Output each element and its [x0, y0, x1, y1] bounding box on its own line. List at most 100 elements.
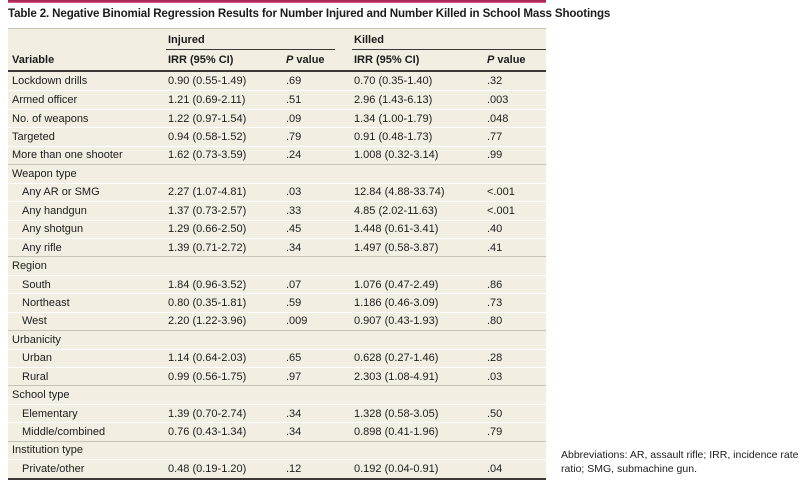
cell-pvalue-injured: .009 [286, 315, 308, 328]
cell-irr-killed: 0.907 (0.43-1.93) [354, 315, 439, 328]
cell-pvalue-killed: .03 [487, 370, 503, 383]
cell-pvalue-killed: .003 [487, 94, 509, 107]
cell-irr-injured: 1.39 (0.70-2.74) [168, 407, 247, 420]
cell-variable: Northeast [22, 296, 70, 309]
cell-variable: Middle/combined [22, 426, 106, 439]
table-row: Northeast 0.80 (0.35-1.81) .59 1.186 (0.46-… [8, 293, 546, 311]
cell-pvalue-killed: .04 [487, 462, 503, 475]
cell-variable: Institution type [12, 444, 83, 457]
cell-irr-killed: 12.84 (4.88-33.74) [354, 186, 445, 199]
cell-irr-killed: 1.448 (0.61-3.41) [354, 223, 439, 236]
cell-pvalue-injured: .33 [286, 204, 302, 217]
cell-pvalue-injured: .51 [286, 94, 302, 107]
cell-variable: Any AR or SMG [22, 186, 100, 199]
cell-irr-injured: 1.39 (0.71-2.72) [168, 241, 247, 254]
cell-irr-killed: 1.328 (0.58-3.05) [354, 407, 439, 420]
cell-pvalue-injured: .97 [286, 370, 302, 383]
cell-pvalue-injured: .45 [286, 223, 302, 236]
table-row: Armed officer 1.21 (0.69-2.11) .51 2.96 (1.… [8, 90, 546, 108]
table-row: Any AR or SMG 2.27 (1.07-4.81) .03 12.84 (4… [8, 182, 546, 201]
cell-pvalue-injured: .79 [286, 131, 302, 144]
cell-irr-killed: 1.008 (0.32-3.14) [354, 149, 439, 162]
cell-pvalue-killed: .77 [487, 131, 503, 144]
cell-pvalue-killed: .28 [487, 352, 503, 365]
cell-variable: Region [12, 260, 47, 273]
table-row: Elementary 1.39 (0.70-2.74) .34 1.328 (0.58… [8, 403, 546, 422]
cell-irr-injured: 0.80 (0.35-1.81) [168, 296, 247, 309]
cell-variable: Lockdown drills [12, 75, 88, 88]
table-row: Middle/combined 0.76 (0.43-1.34) .34 0.898 … [8, 422, 546, 440]
cell-variable: Private/other [22, 462, 85, 475]
cell-pvalue-killed: .99 [487, 149, 503, 162]
group-header-killed: Killed [352, 29, 546, 50]
cell-pvalue-injured: .34 [286, 241, 302, 254]
table-row: No. of weapons 1.22 (0.97-1.54) .09 1.34 (1… [8, 108, 546, 127]
table-group-header-row: Injured Killed [8, 29, 546, 50]
cell-irr-injured: 2.27 (1.07-4.81) [168, 186, 247, 199]
table-row: Lockdown drills 0.90 (0.55-1.49) .69 0.70 (… [8, 72, 546, 90]
cell-variable: Weapon type [12, 167, 77, 180]
cell-variable: Armed officer [12, 94, 78, 107]
cell-variable: School type [12, 389, 70, 402]
cell-pvalue-killed: .40 [487, 223, 503, 236]
cell-pvalue-injured: .07 [286, 278, 302, 291]
cell-irr-killed: 0.70 (0.35-1.40) [354, 75, 433, 88]
cell-irr-injured: 0.94 (0.58-1.52) [168, 131, 247, 144]
col-header-irr-injured: IRR (95% CI) [168, 54, 234, 66]
col-header-variable: Variable [12, 54, 55, 66]
p-italic: P [487, 54, 495, 66]
cell-variable: West [22, 315, 47, 328]
cell-irr-killed: 1.497 (0.58-3.87) [354, 241, 439, 254]
table-accent-bar [8, 0, 546, 3]
cell-pvalue-killed: .50 [487, 407, 503, 420]
cell-pvalue-injured: .12 [286, 462, 302, 475]
cell-variable: Any rifle [22, 241, 62, 254]
cell-irr-injured: 1.22 (0.97-1.54) [168, 112, 247, 125]
cell-variable: Any handgun [22, 204, 87, 217]
cell-pvalue-killed: .86 [487, 278, 503, 291]
p-rest: value [494, 54, 526, 66]
cell-variable: Rural [22, 370, 49, 383]
cell-variable: Elementary [22, 407, 78, 420]
table-row: Targeted 0.94 (0.58-1.52) .79 0.91 (0.48-1.… [8, 127, 546, 145]
cell-pvalue-injured: .09 [286, 112, 302, 125]
cell-variable: Any shotgun [22, 223, 84, 236]
cell-pvalue-killed: .41 [487, 241, 503, 254]
section-row: School type [8, 385, 546, 403]
table-row: More than one shooter 1.62 (0.73-3.59) .24… [8, 145, 546, 164]
cell-pvalue-killed: .048 [487, 112, 509, 125]
table-body: Lockdown drills 0.90 (0.55-1.49) .69 0.70 (… [8, 72, 546, 478]
cell-pvalue-injured: .34 [286, 426, 302, 439]
cell-variable: More than one shooter [12, 149, 123, 162]
cell-irr-injured: 1.29 (0.66-2.50) [168, 223, 247, 236]
col-header-irr-killed: IRR (95% CI) [354, 54, 420, 66]
cell-variable: No. of weapons [12, 112, 89, 125]
cell-pvalue-injured: .34 [286, 407, 302, 420]
cell-irr-injured: 0.48 (0.19-1.20) [168, 462, 247, 475]
cell-irr-injured: 2.20 (1.22-3.96) [168, 315, 247, 328]
cell-pvalue-injured: .03 [286, 186, 302, 199]
group-header-injured: Injured [166, 29, 335, 50]
cell-irr-injured: 1.21 (0.69-2.11) [168, 94, 246, 107]
cell-pvalue-killed: <.001 [487, 186, 515, 199]
cell-pvalue-injured: .69 [286, 75, 302, 88]
group-header-gap [335, 29, 352, 50]
cell-irr-injured: 1.37 (0.73-2.57) [168, 204, 247, 217]
table-column-header-row: Variable IRR (95% CI) P value IRR (95% C… [8, 50, 546, 72]
group-header-spacer [8, 29, 166, 50]
section-row: Region [8, 256, 546, 274]
cell-pvalue-killed: .73 [487, 296, 503, 309]
table-row: Any rifle 1.39 (0.71-2.72) .34 1.497 (0.58-… [8, 237, 546, 256]
cell-irr-injured: 1.84 (0.96-3.52) [168, 278, 247, 291]
cell-variable: Urban [22, 352, 52, 365]
cell-pvalue-killed: .80 [487, 315, 503, 328]
cell-irr-killed: 1.34 (1.00-1.79) [354, 112, 433, 125]
cell-variable: Urbanicity [12, 333, 61, 346]
regression-results-table: Injured Killed Variable IRR (95% CI) P v… [8, 28, 546, 480]
cell-pvalue-injured: .24 [286, 149, 302, 162]
table-row: Any handgun 1.37 (0.73-2.57) .33 4.85 (2.02… [8, 201, 546, 219]
p-italic: P [286, 54, 294, 66]
cell-irr-injured: 0.90 (0.55-1.49) [168, 75, 247, 88]
cell-irr-killed: 0.628 (0.27-1.46) [354, 352, 439, 365]
